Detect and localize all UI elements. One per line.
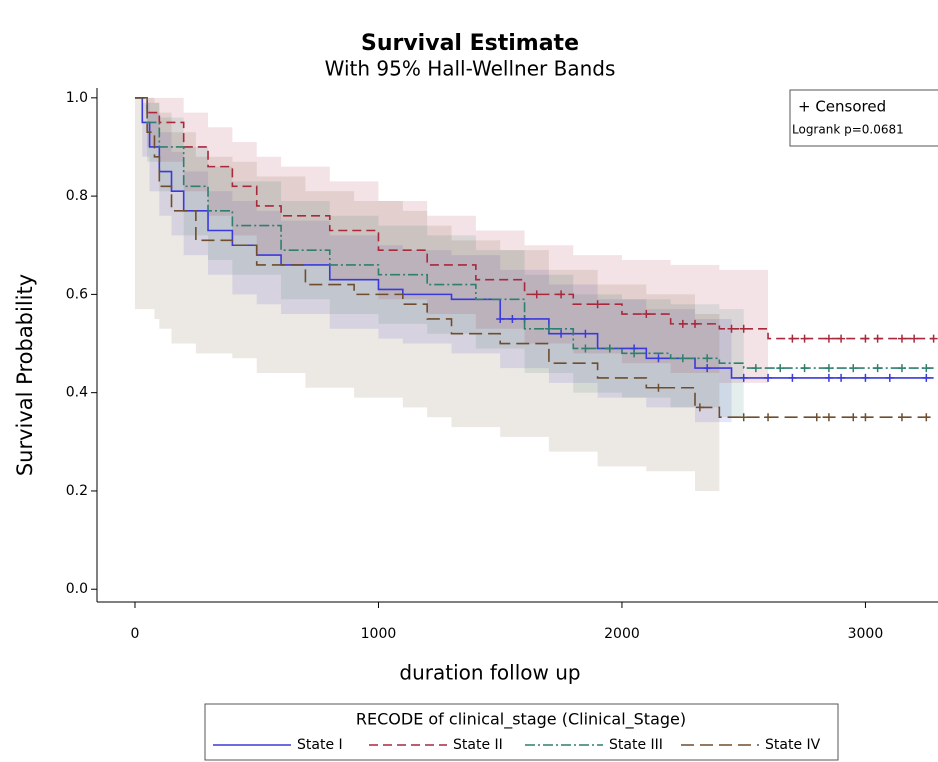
- inset-censored: + Censored: [798, 98, 886, 116]
- chart-title: Survival Estimate: [361, 31, 579, 56]
- x-tick-label: 2000: [604, 626, 640, 642]
- censor-mark: [544, 324, 553, 333]
- censor-mark: [581, 329, 590, 338]
- curves: [134, 97, 938, 422]
- censor-mark: [605, 344, 614, 353]
- censor-mark: [739, 373, 748, 382]
- censor-mark: [837, 373, 846, 382]
- censor-mark: [776, 364, 785, 373]
- legend-label: State III: [609, 737, 663, 753]
- survival-curve: [134, 97, 934, 369]
- legend-label: State I: [297, 737, 343, 753]
- censor-mark: [532, 290, 541, 299]
- censor-mark: [557, 329, 566, 338]
- inset-test: Logrank p=0.0681: [792, 123, 904, 137]
- censor-mark: [849, 413, 858, 422]
- censor-mark: [849, 364, 858, 373]
- y-tick-label: 0.6: [66, 286, 88, 302]
- survival-curve: [134, 97, 934, 379]
- y-tick-label: 1.0: [66, 90, 88, 106]
- censor-mark: [897, 334, 906, 343]
- censor-mark: [897, 413, 906, 422]
- censor-mark: [654, 383, 663, 392]
- survival-curve: [134, 97, 934, 340]
- chart-subtitle: With 95% Hall-Wellner Bands: [325, 57, 616, 81]
- censor-mark: [695, 403, 704, 412]
- legend-label: State II: [453, 737, 503, 753]
- censor-mark: [703, 354, 712, 363]
- censor-mark: [929, 334, 938, 343]
- censor-mark: [678, 354, 687, 363]
- y-axis-label: Survival Probability: [13, 274, 37, 476]
- confidence-band: [134, 97, 732, 423]
- y-tick-label: 0.4: [66, 385, 88, 401]
- censor-mark: [496, 314, 505, 323]
- y-tick-label: 0.2: [66, 483, 88, 499]
- censor-mark: [861, 373, 870, 382]
- censor-mark: [703, 364, 712, 373]
- axes: 0.0 0.2 0.4 0.6 0.8 1.0 0 1000 2000 3000: [66, 88, 938, 642]
- censor-mark: [764, 373, 773, 382]
- censor-mark: [678, 319, 687, 328]
- censor-mark: [861, 334, 870, 343]
- x-tick-label: 0: [131, 626, 140, 642]
- censor-mark: [885, 373, 894, 382]
- censor-mark: [788, 373, 797, 382]
- survival-curve: [134, 97, 934, 419]
- y-tick-label: 0.8: [66, 188, 88, 204]
- censor-mark: [630, 349, 639, 358]
- censor-mark: [739, 413, 748, 422]
- confidence-band: [134, 97, 744, 418]
- censor-mark: [861, 413, 870, 422]
- censor-mark: [824, 373, 833, 382]
- censor-mark: [837, 334, 846, 343]
- censor-mark: [824, 364, 833, 373]
- inset-box: [789, 89, 938, 147]
- censor-mark: [922, 364, 931, 373]
- censor-mark: [764, 413, 773, 422]
- censor-mark: [751, 364, 760, 373]
- censor-mark: [922, 373, 931, 382]
- censor-mark: [922, 413, 931, 422]
- censor-mark: [557, 290, 566, 299]
- x-axis-label: duration follow up: [399, 661, 580, 685]
- censor-mark: [897, 364, 906, 373]
- censor-mark: [812, 413, 821, 422]
- y-tick-label: 0.0: [66, 581, 88, 597]
- legend-label: State IV: [765, 737, 821, 753]
- censor-mark: [739, 324, 748, 333]
- censor-mark: [581, 344, 590, 353]
- censor-mark: [642, 310, 651, 319]
- x-tick-label: 1000: [361, 626, 397, 642]
- censor-mark: [910, 334, 919, 343]
- censor-mark: [654, 354, 663, 363]
- censor-mark: [593, 300, 602, 309]
- censor-mark: [873, 364, 882, 373]
- censor-mark: [800, 364, 809, 373]
- legend-title: RECODE of clinical_stage (Clinical_Stage…: [356, 710, 686, 730]
- x-tick-label: 3000: [848, 626, 884, 642]
- confidence-band: [134, 97, 769, 383]
- legend-box: [204, 703, 839, 761]
- censor-mark: [873, 334, 882, 343]
- censor-mark: [824, 413, 833, 422]
- censor-mark: [691, 319, 700, 328]
- legend: State I State II State III State IV: [213, 737, 821, 753]
- censor-mark: [727, 324, 736, 333]
- censor-mark: [800, 334, 809, 343]
- censor-mark: [508, 314, 517, 323]
- censor-mark: [788, 334, 797, 343]
- censor-mark: [824, 334, 833, 343]
